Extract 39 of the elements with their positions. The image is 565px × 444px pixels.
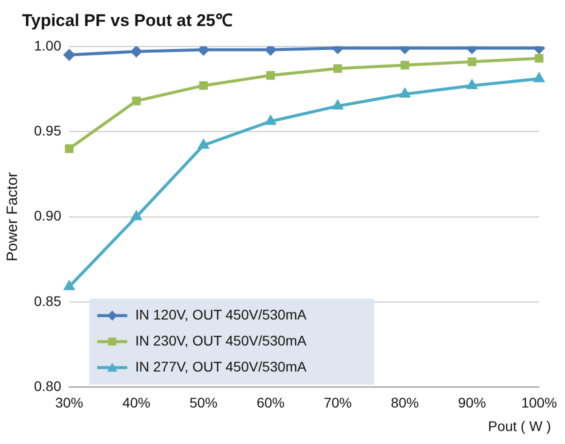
- x-tick-label: 60%: [256, 394, 285, 410]
- point: [265, 46, 276, 56]
- x-axis-title: Pout ( W ): [488, 418, 551, 434]
- point: [333, 64, 342, 73]
- y-axis-title: Power Factor: [4, 172, 22, 262]
- point: [64, 144, 74, 153]
- point: [132, 96, 141, 106]
- x-tick-label: 100%: [521, 394, 558, 410]
- y-tick-label: 0.90: [34, 208, 62, 224]
- point: [534, 54, 544, 63]
- y-tick-label: 0.95: [34, 122, 62, 138]
- legend-label: IN 230V, OUT 450V/530mA: [135, 332, 308, 348]
- point: [64, 49, 75, 60]
- point: [467, 80, 477, 90]
- point: [468, 57, 476, 66]
- point: [199, 81, 208, 90]
- legend-label: IN 277V, OUT 450V/530mA: [135, 358, 308, 374]
- legend-label: IN 120V, OUT 450V/530mA: [135, 306, 308, 322]
- x-tick-label: 30%: [55, 394, 84, 410]
- y-tick-label: 1.00: [34, 37, 62, 54]
- y-tick-label: 0.80: [34, 378, 62, 394]
- x-tick-label: 70%: [324, 394, 352, 410]
- x-tick-label: 50%: [189, 394, 218, 410]
- x-tick-label: 40%: [122, 394, 150, 410]
- point: [266, 116, 276, 125]
- point: [400, 60, 410, 70]
- point: [130, 46, 142, 58]
- point: [131, 211, 142, 220]
- x-tick-label: 90%: [458, 394, 486, 410]
- y-tick-label: 0.85: [34, 292, 62, 309]
- point: [332, 100, 343, 110]
- point: [400, 88, 410, 98]
- point: [64, 281, 74, 290]
- point: [198, 46, 209, 56]
- point: [198, 140, 208, 149]
- x-tick-label: 80%: [390, 394, 419, 410]
- chart-title: Typical PF vs Pout at 25℃: [22, 10, 232, 31]
- point: [534, 73, 544, 82]
- point: [266, 71, 275, 80]
